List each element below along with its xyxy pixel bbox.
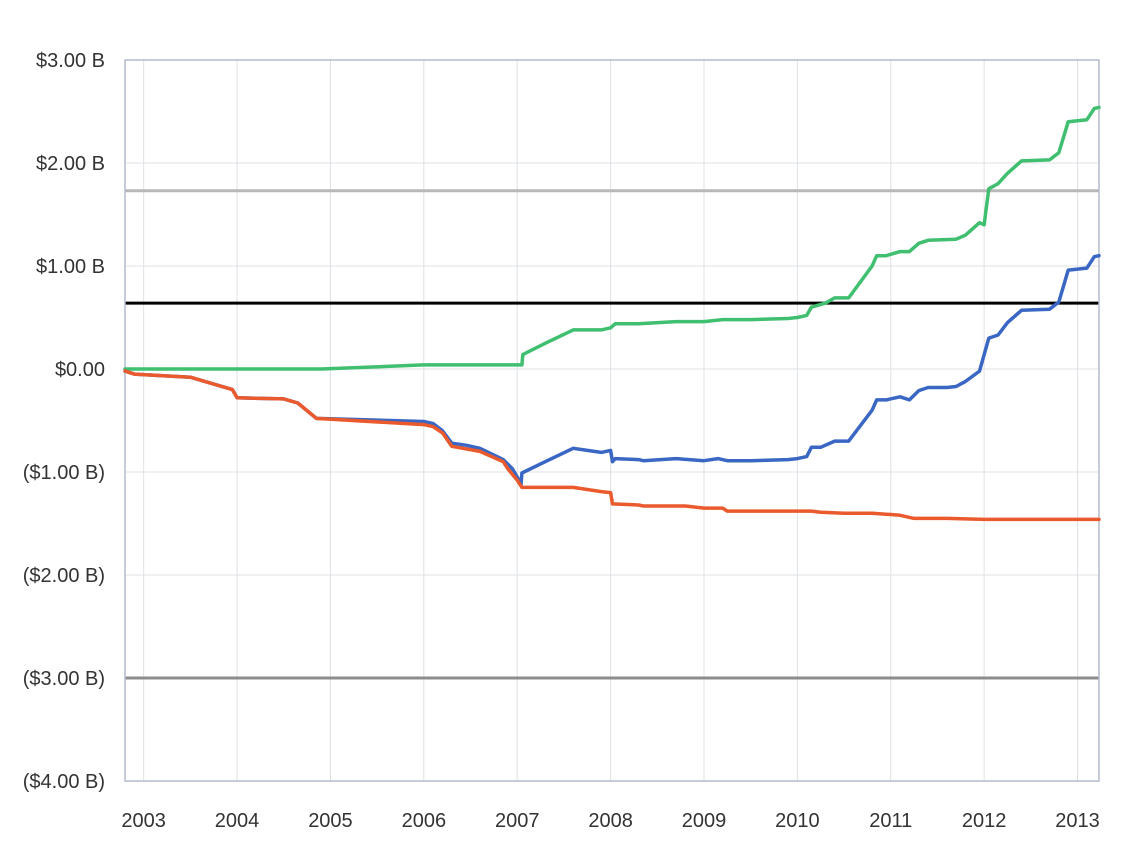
y-tick-label: ($3.00 B) — [23, 668, 105, 690]
x-tick-label: 2009 — [682, 810, 727, 832]
x-axis-tick-labels: 2003 2004 2005 2006 2007 2008 2009 2010 2011 2012… — [121, 810, 1099, 832]
y-tick-label: $2.00 B — [36, 153, 105, 175]
y-tick-label: $1.00 B — [36, 256, 105, 278]
x-tick-label: 2011 — [869, 810, 912, 832]
x-tick-label: 2005 — [308, 810, 353, 832]
y-tick-label: ($2.00 B) — [23, 565, 105, 587]
y-tick-label: ($4.00 B) — [23, 771, 105, 793]
horizontal-gridlines — [125, 59, 1099, 782]
y-axis-tick-labels: $3.00 B $2.00 B $1.00 B $0.00 ($1.00 B) ($2.0… — [23, 50, 105, 793]
series-line-3 — [123, 369, 1101, 522]
y-tick-label: $0.00 — [55, 359, 105, 381]
y-tick-label: $3.00 B — [36, 50, 105, 72]
x-tick-label: 2010 — [775, 810, 820, 832]
vertical-gridlines — [143, 60, 1079, 781]
series-layer — [123, 105, 1101, 522]
y-tick-label: ($1.00 B) — [23, 462, 105, 484]
x-tick-label: 2013 — [1055, 810, 1100, 832]
reference-lines — [125, 189, 1099, 680]
plot-area-frame — [124, 59, 1100, 782]
x-tick-label: 2003 — [121, 810, 166, 832]
x-tick-label: 2008 — [588, 810, 633, 832]
x-tick-label: 2006 — [402, 810, 447, 832]
x-tick-label: 2012 — [962, 810, 1007, 832]
x-tick-label: 2004 — [215, 810, 260, 832]
series-line-1 — [123, 105, 1101, 371]
x-tick-label: 2007 — [495, 810, 540, 832]
